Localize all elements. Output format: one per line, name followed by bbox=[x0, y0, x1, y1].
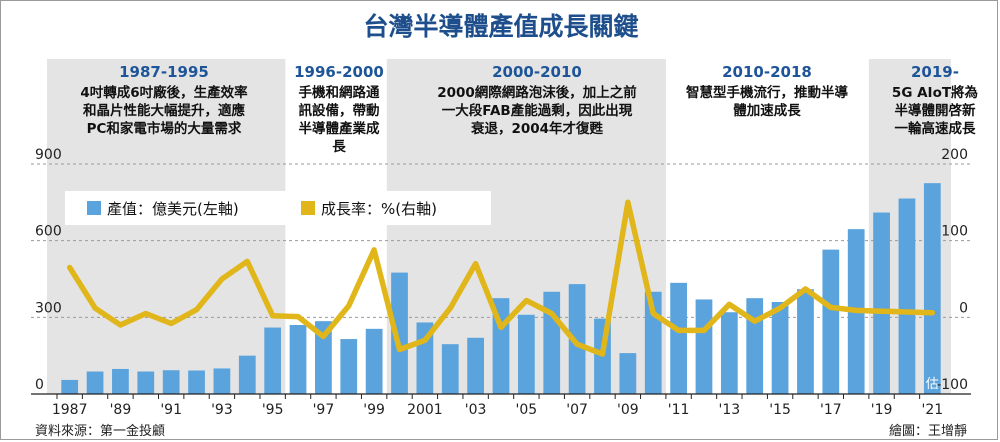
x-tick-label: '99 bbox=[363, 402, 385, 418]
legend-swatch-growth bbox=[301, 201, 315, 215]
y-left-tick-label: 0 bbox=[35, 377, 44, 393]
bar-1992 bbox=[188, 370, 205, 394]
bar-1997 bbox=[315, 321, 332, 394]
x-tick-label: '09 bbox=[617, 402, 639, 418]
bar-2007 bbox=[568, 284, 586, 394]
bar-2016 bbox=[797, 289, 814, 394]
period-label: 2010-2018 bbox=[722, 63, 812, 81]
period-3: 2000-2010 2000網際網路泡沫後，加上之前一大段FAB產能過剩，因此出現… bbox=[437, 63, 637, 137]
period-description-line: 衰退，2004年才復甦 bbox=[470, 120, 604, 137]
bar-2014 bbox=[746, 298, 764, 394]
bar-2020 bbox=[898, 198, 916, 394]
bar-1993 bbox=[213, 368, 231, 394]
x-tick-label: '19 bbox=[871, 402, 893, 418]
bar-2000 bbox=[391, 272, 408, 394]
y-left-tick-label: 600 bbox=[35, 224, 62, 240]
bar-2009 bbox=[619, 353, 637, 394]
growth-line bbox=[66, 199, 936, 357]
period-description-line: 一大段FAB產能過剩，因此出現 bbox=[442, 102, 633, 119]
legend: 產值：億美元(左軸) 成長率：%(右軸) bbox=[65, 191, 491, 225]
period-annotations: 1987-1995 4吋轉成6吋廠後，生產效率和晶片性能大幅提升，適應PC和家電市… bbox=[80, 63, 978, 155]
period-label: 1987-1995 bbox=[119, 63, 209, 81]
bar-1989 bbox=[112, 368, 129, 394]
bar-1999 bbox=[365, 328, 383, 394]
x-tick-label: '97 bbox=[313, 402, 335, 418]
y-left-tick-label: 300 bbox=[35, 300, 62, 316]
bar-2017 bbox=[822, 249, 840, 394]
x-tick-label: '93 bbox=[211, 402, 233, 418]
credit-note: 繪圖：王增靜 bbox=[889, 423, 967, 439]
bar-2002 bbox=[441, 344, 459, 394]
period-description-line: 智慧型手機流行，推動半導 bbox=[686, 84, 848, 101]
period-label: 2000-2010 bbox=[492, 63, 582, 81]
legend-label-value: 產值：億美元(左軸) bbox=[107, 200, 239, 218]
period-band bbox=[47, 59, 286, 394]
x-tick-label: 1987 bbox=[52, 402, 88, 418]
y-right-tick-label: 100 bbox=[941, 224, 968, 240]
period-description-line: 一輪高速成長 bbox=[895, 120, 976, 137]
bar-2015 bbox=[771, 302, 789, 394]
x-tick-label: '17 bbox=[820, 402, 842, 418]
period-bands bbox=[47, 59, 951, 394]
legend-box bbox=[65, 191, 491, 225]
x-tick-label: '03 bbox=[465, 402, 487, 418]
bar-1990 bbox=[137, 371, 155, 394]
x-tick-label: '15 bbox=[769, 402, 791, 418]
x-tick-label: '07 bbox=[566, 402, 588, 418]
legend-label-growth: 成長率：%(右軸) bbox=[321, 200, 437, 218]
period-label: 2019- bbox=[911, 63, 959, 81]
bar-1996 bbox=[289, 325, 307, 394]
period-description-line: 半導體開啓新 bbox=[895, 102, 976, 119]
period-description-line: 訊設備，帶動 bbox=[299, 102, 380, 119]
period-description-line: 和晶片性能大幅提升，適應 bbox=[83, 102, 245, 119]
x-tick-label: '13 bbox=[719, 402, 741, 418]
bar-2011 bbox=[670, 282, 687, 394]
bar-2021 bbox=[923, 183, 941, 394]
bar-2005 bbox=[517, 314, 535, 394]
period-label: 1996-2000 bbox=[294, 63, 384, 81]
period-description-line: 4吋轉成6吋廠後，生產效率 bbox=[80, 84, 248, 101]
estimate-mark: 估 bbox=[926, 377, 939, 392]
period-description-line: 2000網際網路泡沫後，加上之前 bbox=[437, 84, 637, 101]
x-tick-label: '89 bbox=[110, 402, 132, 418]
chart-title: 台灣半導體產值成長關鍵 bbox=[363, 12, 638, 41]
source-note: 資料來源：第一金投顧 bbox=[35, 423, 165, 439]
bar-1994 bbox=[238, 355, 256, 394]
y-right-tick-label: -100 bbox=[936, 377, 968, 393]
period-description-line: 半導體產業成 bbox=[299, 120, 380, 137]
bar-2013 bbox=[720, 312, 738, 394]
bar-1987 bbox=[61, 379, 79, 394]
y-right-tick-label: 200 bbox=[941, 147, 968, 163]
legend-swatch-value bbox=[87, 201, 101, 215]
bar-1988 bbox=[86, 371, 104, 394]
period-description-line: 手機和網路通 bbox=[299, 84, 380, 101]
x-tick-label: '21 bbox=[921, 402, 943, 418]
bar-1995 bbox=[264, 327, 282, 394]
y-right-tick-label: 0 bbox=[959, 300, 968, 316]
y-left-tick-label: 900 bbox=[35, 147, 62, 163]
x-tick-label: '91 bbox=[160, 402, 182, 418]
period-1: 1987-1995 4吋轉成6吋廠後，生產效率和晶片性能大幅提升，適應PC和家電市… bbox=[80, 63, 248, 137]
x-tick-label: '05 bbox=[516, 402, 538, 418]
x-tick-label: '11 bbox=[668, 402, 690, 418]
period-description-line: PC和家電市場的大量需求 bbox=[87, 120, 242, 137]
growth-series-line bbox=[66, 199, 936, 357]
bar-2019 bbox=[873, 212, 890, 394]
x-tick-label: 2001 bbox=[407, 402, 443, 418]
bar-2012 bbox=[695, 299, 713, 394]
x-tick-label: '95 bbox=[262, 402, 284, 418]
period-description-line: 體加速成長 bbox=[733, 102, 801, 119]
axes: 0 300 600 900 -100 0 100 200 1987 '89 '91 '93 '95 '97… bbox=[31, 147, 971, 418]
period-description-line: 5G AIoT將為 bbox=[892, 84, 978, 101]
bar-2003 bbox=[467, 337, 485, 394]
bar-1991 bbox=[162, 370, 180, 394]
period-description-line: 長 bbox=[332, 139, 346, 155]
bar-2006 bbox=[543, 291, 561, 394]
bar-1998 bbox=[340, 339, 358, 394]
